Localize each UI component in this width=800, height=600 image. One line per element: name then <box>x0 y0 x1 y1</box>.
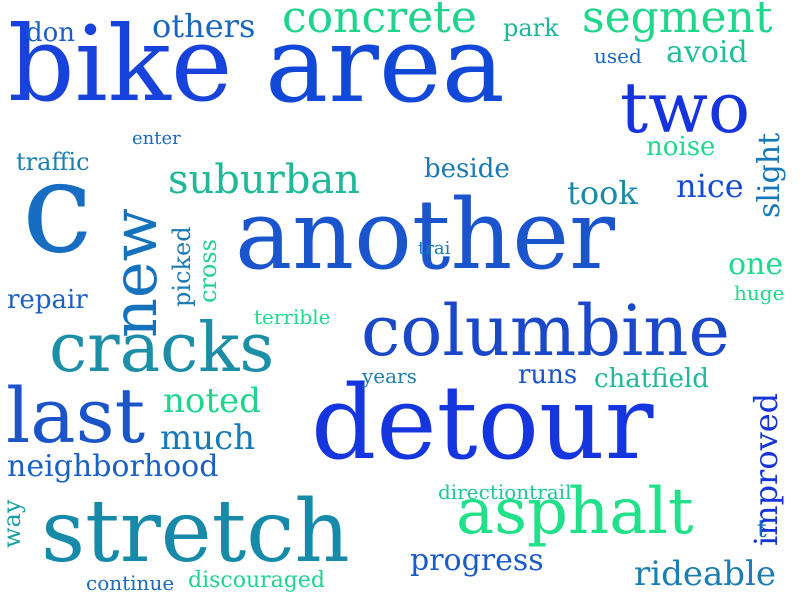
word-another: another <box>235 179 615 291</box>
word-area: area <box>265 3 505 126</box>
word-bike: bike <box>8 3 233 125</box>
word-beside: beside <box>424 154 510 184</box>
word-new: new <box>98 208 171 338</box>
word-asphalt: asphalt <box>456 475 694 549</box>
word-rideable: rideable <box>634 554 777 594</box>
word-repair: repair <box>7 285 88 315</box>
word-traffic: traffic <box>16 148 90 176</box>
word-continue: continue <box>86 571 175 595</box>
word-suburban: suburban <box>168 157 360 203</box>
word-segment: segment <box>582 0 773 43</box>
word-others: others <box>152 7 256 45</box>
word-cross: cross <box>194 239 222 303</box>
word-nice: nice <box>676 167 744 205</box>
word-cracks: cracks <box>49 309 275 388</box>
word-one: one <box>728 247 784 282</box>
word-avoid: avoid <box>666 35 748 70</box>
word-columbine: columbine <box>361 290 730 372</box>
word-concrete: concrete <box>282 0 477 43</box>
word-neighborhood: neighborhood <box>7 449 219 484</box>
word-enter: enter <box>132 128 181 149</box>
word-discouraged: discouraged <box>188 568 325 593</box>
word-much: much <box>160 418 256 458</box>
word-years: years <box>362 364 417 388</box>
word-way: way <box>0 499 26 548</box>
word-stretch: stretch <box>41 482 350 582</box>
word-chatfield: chatfield <box>594 364 709 394</box>
word-don: don <box>26 18 76 48</box>
word-last: last <box>6 371 146 460</box>
word-park: park <box>503 14 559 42</box>
word-picked: picked <box>168 226 196 307</box>
word-huge: huge <box>734 281 785 305</box>
word-slight: slight <box>752 132 787 218</box>
word-noted: noted <box>163 381 261 421</box>
word-c: c <box>22 134 93 281</box>
word-directiontrail: directiontrail <box>438 480 572 504</box>
word-two: two <box>620 67 751 149</box>
word-used: used <box>594 44 642 68</box>
word-t: t <box>757 515 767 543</box>
word-took: took <box>567 174 638 212</box>
word-terrible: terrible <box>254 305 331 329</box>
word-progress: progress <box>410 543 544 578</box>
word-noise: noise <box>646 132 716 162</box>
word-trai: trai <box>418 238 451 259</box>
word-detour: detour <box>311 364 654 483</box>
word-runs: runs <box>518 360 578 390</box>
